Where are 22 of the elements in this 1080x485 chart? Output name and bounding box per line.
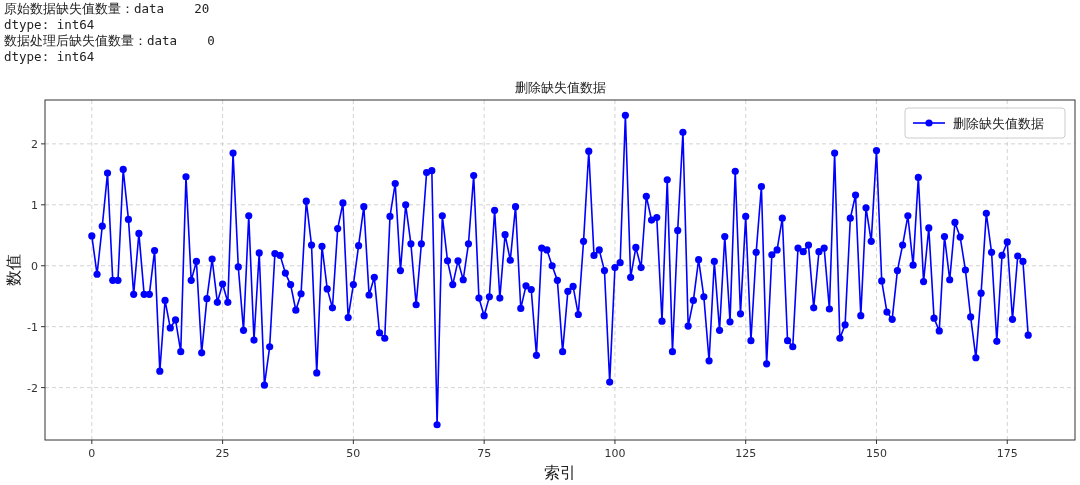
text: 数据处理后缺失值数量：data 0 — [4, 33, 215, 48]
x-tick-label: 0 — [88, 447, 96, 460]
y-tick-label: 2 — [31, 137, 38, 151]
text: 原始数据缺失值数量：data 20 — [4, 1, 210, 16]
y-axis-title: 数值 — [4, 254, 23, 286]
x-tick-label: 50 — [346, 447, 361, 460]
x-tick-label: 25 — [215, 447, 230, 460]
legend-label: 删除缺失值数据 — [953, 116, 1044, 131]
x-axis-title: 索引 — [544, 463, 576, 482]
x-tick-label: 100 — [604, 447, 626, 460]
legend: 删除缺失值数据 — [904, 107, 1066, 139]
y-tick-label: 0 — [31, 259, 38, 273]
x-tick-label: 150 — [865, 447, 887, 460]
y-tick-label: -2 — [27, 381, 38, 395]
x-tick-label: 75 — [477, 447, 492, 460]
x-tick-label: 175 — [996, 447, 1018, 460]
x-tick-label: 125 — [735, 447, 757, 460]
y-tick-label: -1 — [27, 320, 38, 334]
text: dtype: int64 — [4, 17, 95, 32]
chart-title: 删除缺失值数据 — [514, 80, 606, 95]
text: dtype: int64 — [4, 49, 95, 64]
y-tick-label: 1 — [31, 198, 38, 212]
